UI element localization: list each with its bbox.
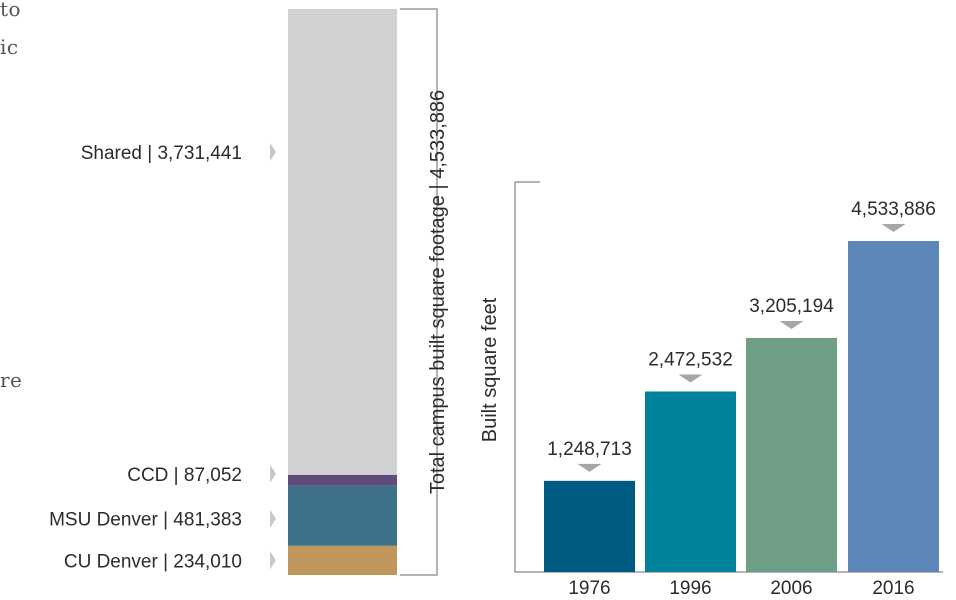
value-pointer-icon	[678, 374, 703, 383]
stack-segment-shared	[288, 9, 397, 475]
x-tick-label: 1996	[669, 578, 711, 599]
value-pointer-icon	[881, 224, 906, 232]
pointer-arrow-icon	[270, 509, 276, 528]
x-tick-label: 2006	[770, 578, 812, 599]
text-fragment: re	[0, 368, 23, 392]
value-pointer-icon	[779, 321, 804, 330]
stack-bracket	[400, 8, 438, 576]
stack-segment-label: Shared | 3,731,441	[81, 143, 242, 164]
stack-segment-label: CU Denver | 234,010	[64, 551, 242, 572]
bar-value-label: 4,533,886	[851, 199, 936, 220]
bar-value-label: 3,205,194	[749, 296, 834, 317]
bar-2006	[746, 338, 837, 572]
bar-1976	[544, 480, 635, 572]
text-fragment: to	[0, 0, 22, 21]
bar-2016	[848, 241, 939, 572]
pointer-arrow-icon	[270, 464, 276, 483]
x-tick-label: 1976	[568, 578, 610, 599]
stack-segment-msu-denver	[288, 485, 397, 546]
stack-segment-label: MSU Denver | 481,383	[49, 510, 242, 531]
text-fragment: ic	[0, 35, 19, 59]
stack-segment-cu-denver	[288, 545, 397, 575]
x-tick-label: 2016	[872, 578, 914, 599]
stack-segment-ccd	[288, 474, 397, 486]
stack-segment-label: CCD | 87,052	[127, 465, 242, 486]
pointer-arrow-icon	[270, 143, 276, 161]
bar-value-label: 2,472,532	[648, 349, 733, 370]
bar-axis-title: Built square feet	[479, 297, 501, 442]
bar-1996	[645, 391, 736, 572]
stack-axis-title: Total campus built square footage | 4,53…	[427, 90, 449, 494]
value-pointer-icon	[577, 463, 602, 472]
bar-value-label: 1,248,713	[547, 439, 632, 460]
pointer-arrow-icon	[270, 551, 276, 570]
